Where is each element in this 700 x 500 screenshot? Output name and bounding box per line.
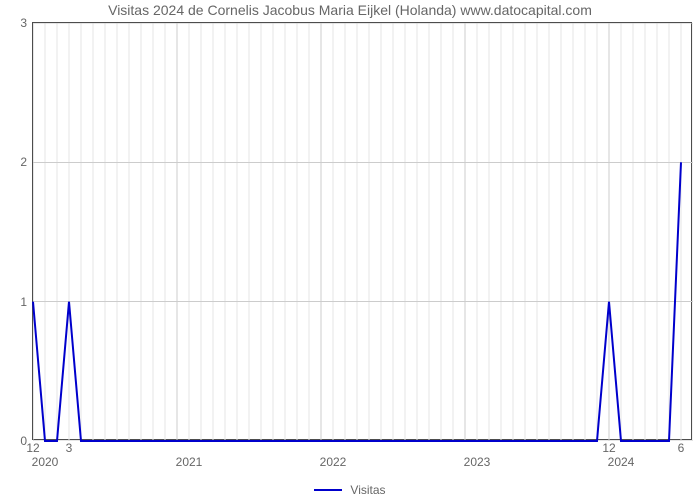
plot-area: 012312312620202021202220232024 — [32, 22, 692, 440]
legend-label: Visitas — [350, 483, 385, 497]
legend-swatch — [314, 489, 342, 491]
y-tick-label: 1 — [20, 295, 27, 309]
chart-title: Visitas 2024 de Cornelis Jacobus Maria E… — [0, 2, 700, 18]
data-line — [33, 23, 693, 441]
y-tick-label: 3 — [20, 16, 27, 30]
x-group-label: 2024 — [608, 455, 635, 469]
x-spike-label: 12 — [602, 441, 615, 455]
y-tick-label: 2 — [20, 155, 27, 169]
x-spike-label: 3 — [66, 441, 73, 455]
x-group-label: 2021 — [176, 455, 203, 469]
x-spike-label: 12 — [26, 441, 39, 455]
legend: Visitas — [0, 480, 700, 497]
chart-container: Visitas 2024 de Cornelis Jacobus Maria E… — [0, 0, 700, 500]
x-group-label: 2020 — [32, 455, 59, 469]
x-group-label: 2023 — [464, 455, 491, 469]
x-spike-label: 6 — [678, 441, 685, 455]
x-group-label: 2022 — [320, 455, 347, 469]
